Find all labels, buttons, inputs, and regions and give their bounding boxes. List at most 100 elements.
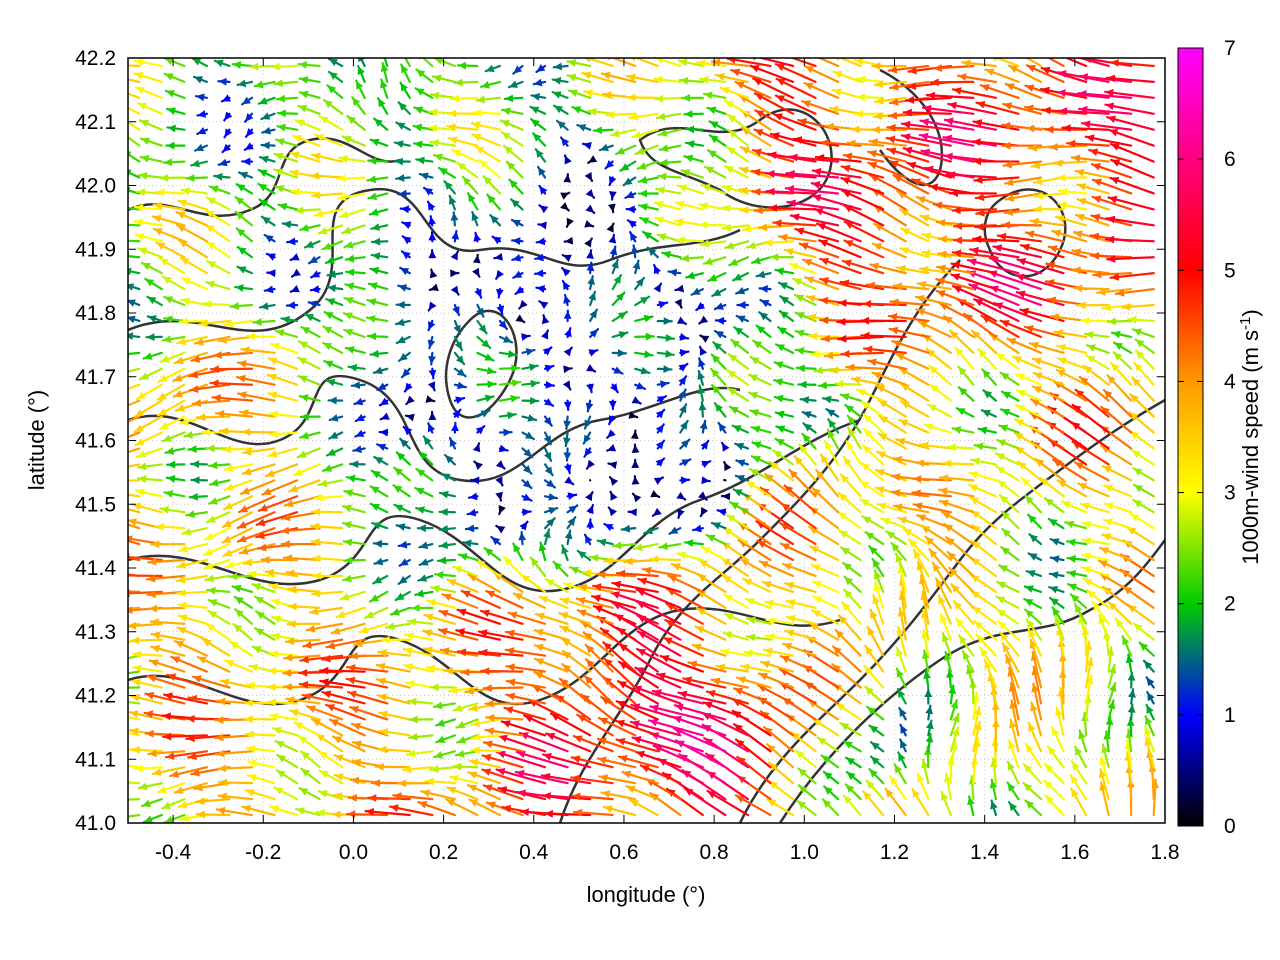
wind-arrow	[866, 705, 885, 721]
wind-arrow	[315, 733, 344, 753]
wind-arrow	[209, 379, 254, 388]
wind-arrow	[695, 301, 706, 312]
wind-arrow	[949, 712, 960, 737]
wind-arrow	[888, 326, 930, 339]
wind-arrow	[235, 374, 276, 386]
wind-arrow	[766, 743, 795, 769]
wind-arrow	[290, 268, 301, 278]
wind-arrow	[344, 346, 366, 354]
wind-arrow	[1127, 703, 1136, 721]
wind-arrow	[354, 429, 366, 438]
wind-arrow	[164, 89, 186, 99]
wind-arrow	[584, 643, 614, 673]
wind-arrow	[1022, 763, 1043, 785]
wind-arrow	[896, 265, 930, 275]
wind-arrow	[1027, 627, 1043, 657]
wind-arrow	[719, 86, 750, 99]
wind-arrow	[1004, 192, 1043, 202]
wind-arrow	[1144, 715, 1155, 737]
wind-arrow	[813, 207, 862, 227]
wind-arrow	[656, 380, 670, 389]
wind-arrow	[1106, 115, 1155, 131]
wind-arrow	[603, 522, 614, 532]
terrain-contour	[638, 108, 833, 209]
y-tick-label: 42.2	[75, 47, 116, 70]
wind-arrow	[571, 792, 614, 801]
wind-arrow	[296, 356, 321, 370]
wind-arrow	[370, 223, 389, 231]
wind-arrow	[367, 157, 389, 165]
wind-arrow	[422, 435, 434, 450]
wind-arrow	[914, 294, 952, 307]
wind-arrow	[319, 666, 366, 675]
wind-arrow	[164, 447, 186, 455]
wind-arrow	[484, 64, 502, 73]
wind-arrow	[471, 733, 502, 742]
wind-arrow	[478, 648, 524, 657]
wind-arrow	[895, 552, 907, 578]
wind-arrow	[680, 94, 704, 102]
wind-arrow	[749, 355, 772, 370]
wind-arrow	[164, 750, 209, 760]
colorbar-tick-label: 2	[1224, 593, 1236, 616]
wind-arrow	[367, 794, 411, 802]
wind-arrow	[521, 479, 533, 490]
wind-arrow	[874, 96, 907, 105]
wind-arrow	[862, 427, 885, 450]
wind-arrow	[730, 68, 772, 84]
wind-arrow	[1109, 59, 1155, 68]
wind-arrow	[889, 298, 930, 307]
colorbar	[1177, 47, 1204, 827]
wind-arrow	[175, 211, 209, 227]
wind-arrow	[128, 781, 141, 785]
wind-arrow	[266, 373, 299, 386]
wind-arrow	[364, 807, 411, 817]
wind-arrow	[683, 539, 704, 547]
wind-arrow	[996, 232, 1043, 243]
wind-arrow	[591, 583, 637, 594]
wind-arrow	[482, 740, 524, 753]
wind-arrow	[482, 175, 502, 195]
wind-arrow	[727, 128, 750, 147]
wind-arrow	[932, 64, 975, 72]
wind-arrow	[1082, 364, 1110, 386]
wind-arrow	[564, 463, 572, 475]
wind-arrow	[943, 117, 998, 131]
wind-arrow	[1132, 622, 1155, 641]
wind-arrow	[634, 332, 655, 341]
wind-arrow	[161, 335, 186, 343]
wind-arrow	[655, 112, 682, 121]
x-tick-label: 1.0	[790, 841, 819, 864]
wind-arrow	[128, 223, 141, 227]
wind-arrow	[651, 507, 662, 517]
wind-arrow	[956, 73, 998, 84]
wind-arrow	[628, 411, 639, 419]
wind-arrow	[576, 549, 592, 562]
wind-arrow	[710, 353, 727, 370]
wind-arrow	[687, 660, 727, 673]
wind-arrow	[474, 145, 502, 163]
wind-arrow	[249, 62, 276, 71]
wind-arrow	[318, 750, 344, 769]
wind-arrow	[758, 311, 772, 323]
wind-arrow	[948, 189, 998, 198]
wind-arrow	[163, 315, 186, 324]
wind-arrow	[596, 737, 637, 753]
wind-arrow	[636, 160, 659, 170]
wind-arrow	[538, 595, 569, 609]
wind-arrow	[971, 523, 998, 546]
wind-arrow	[676, 491, 687, 501]
wind-arrow	[700, 439, 710, 450]
wind-arrow	[195, 797, 231, 806]
wind-arrow	[773, 394, 795, 403]
wind-arrow	[173, 640, 209, 657]
wind-arrow	[884, 787, 907, 817]
wind-arrow	[370, 252, 389, 261]
wind-arrow	[722, 526, 750, 546]
wind-arrow	[485, 589, 524, 609]
wind-arrow	[450, 269, 460, 278]
wind-arrow	[1000, 546, 1020, 562]
wind-arrow	[1078, 729, 1088, 753]
wind-arrow	[542, 346, 553, 356]
wind-arrow	[1125, 653, 1134, 673]
